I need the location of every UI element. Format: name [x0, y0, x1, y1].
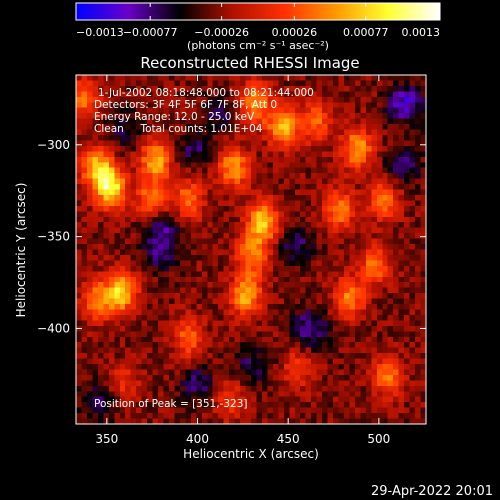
plot-area: 350 400 450 500 −300 −350 −400 — [37, 74, 427, 446]
y-tick-label: −350 — [37, 230, 70, 244]
colorbar-ticks: −0.0013 −0.00077 −0.00026 0.00026 0.00077 0.0… — [75, 3, 441, 39]
x-tick-label: 500 — [367, 432, 390, 446]
annotation-time: 1-Jul-2002 08:18:48.000 to 08:21:44.000 — [98, 87, 314, 99]
colorbar-tick-label: 0.00077 — [343, 26, 389, 39]
x-tick-label: 350 — [95, 432, 118, 446]
y-tick-label: −400 — [37, 321, 70, 335]
y-tick-label: −300 — [37, 138, 70, 152]
peak-position-label: Position of Peak = [351,-323] — [94, 398, 248, 410]
colorbar-units: (photons cm⁻² s⁻¹ asec⁻²) — [187, 39, 329, 52]
colorbar-tick-label: −0.0013 — [76, 26, 124, 39]
annotation-block: 1-Jul-2002 08:18:48.000 to 08:21:44.000 … — [94, 87, 314, 135]
y-axis-ticks: −300 −350 −400 — [37, 138, 426, 335]
colorbar-tick-label: −0.00077 — [123, 26, 178, 39]
annotation-energy: Energy Range: 12.0 - 25.0 keV — [94, 111, 255, 123]
heatmap-image — [76, 75, 426, 424]
annotation-clean: Clean Total counts: 1.01E+04 — [94, 123, 263, 135]
colorbar: −0.0013 −0.00077 −0.00026 0.00026 0.00077 0.0… — [75, 2, 441, 52]
x-tick-label: 450 — [277, 432, 300, 446]
x-tick-label: 400 — [186, 432, 209, 446]
x-axis-label: Heliocentric X (arcsec) — [183, 447, 319, 461]
annotation-detectors: Detectors: 3F 4F 5F 6F 7F 8F, Att 0 — [94, 99, 277, 111]
plot-frame — [75, 74, 427, 425]
x-axis-ticks: 350 400 450 500 — [95, 75, 390, 446]
footer-timestamp: 29-Apr-2022 20:01 — [371, 484, 493, 499]
y-axis-label: Heliocentric Y (arcsec) — [14, 183, 28, 318]
colorbar-frame — [75, 2, 441, 21]
colorbar-gradient — [76, 3, 440, 20]
chart-title: Reconstructed RHESSI Image — [140, 54, 359, 72]
colorbar-tick-label: 0.00026 — [272, 26, 318, 39]
colorbar-tick-label: 0.0013 — [402, 26, 441, 39]
colorbar-tick-label: −0.00026 — [194, 26, 249, 39]
